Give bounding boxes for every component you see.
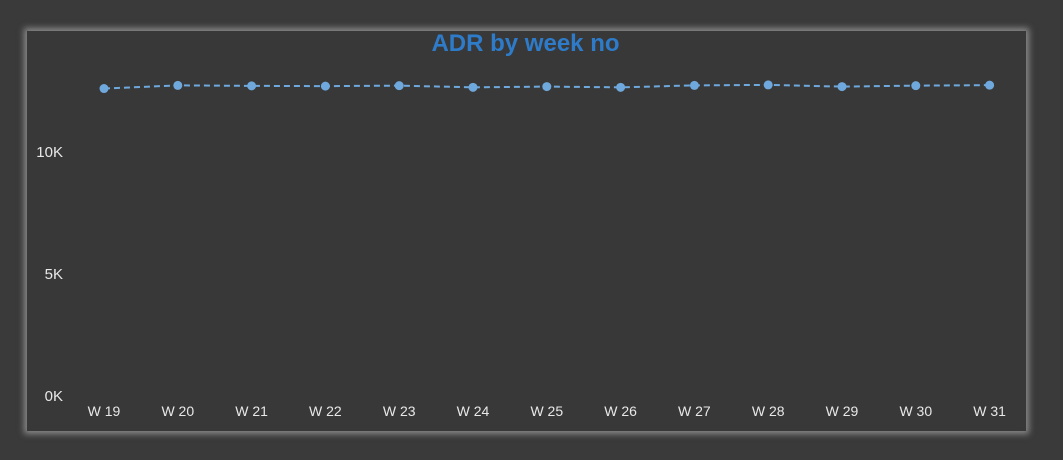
x-tick-label: W 27 (678, 403, 711, 419)
x-tick-label: W 30 (899, 403, 932, 419)
data-point[interactable] (542, 82, 552, 92)
x-tick-label: W 24 (457, 403, 490, 419)
series-adr (99, 80, 995, 94)
y-axis: 0K 5K 10K (36, 144, 63, 405)
data-point[interactable] (763, 80, 773, 90)
chart-card (27, 31, 1026, 431)
x-axis: W 19 W 20 W 21 W 22 W 23 W 24 W 25 W 26 W 27 W 28… (88, 403, 1006, 419)
y-tick-label: 10K (36, 144, 63, 161)
x-tick-label: W 19 (88, 403, 121, 419)
data-point[interactable] (911, 81, 921, 91)
data-point[interactable] (173, 80, 183, 90)
data-point[interactable] (468, 82, 478, 92)
x-tick-label: W 28 (752, 403, 785, 419)
data-point[interactable] (394, 81, 404, 91)
x-tick-label: W 23 (383, 403, 416, 419)
x-tick-label: W 20 (161, 403, 194, 419)
x-tick-label: W 22 (309, 403, 342, 419)
data-point[interactable] (247, 81, 257, 91)
data-point[interactable] (837, 82, 847, 92)
x-tick-label: W 29 (826, 403, 859, 419)
data-point[interactable] (99, 84, 109, 94)
data-point[interactable] (689, 80, 699, 90)
x-tick-label: W 21 (235, 403, 268, 419)
data-point[interactable] (320, 81, 330, 91)
x-tick-label: W 25 (530, 403, 563, 419)
y-tick-label: 5K (45, 266, 63, 283)
data-point[interactable] (616, 82, 626, 92)
chart-title: ADR by week no (431, 30, 620, 57)
data-point[interactable] (985, 80, 995, 90)
y-tick-label: 0K (45, 388, 63, 405)
x-tick-label: W 26 (604, 403, 637, 419)
x-tick-label: W 31 (973, 403, 1006, 419)
